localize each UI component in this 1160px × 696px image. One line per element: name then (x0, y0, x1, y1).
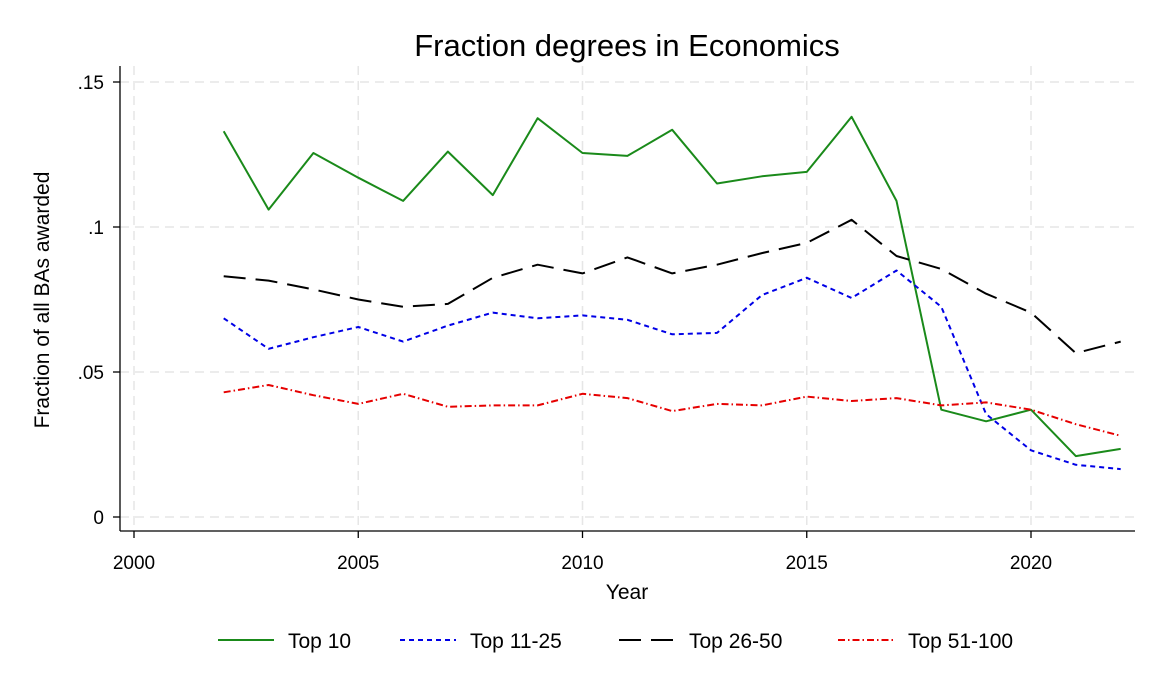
series-line-4 (223, 384, 1121, 437)
y-tick-label: 0 (93, 508, 104, 529)
y-tick-label: .15 (78, 73, 104, 94)
x-axis-title: Year (606, 581, 648, 604)
y-tick-label: .1 (88, 218, 104, 239)
x-tick-label: 2000 (113, 553, 155, 574)
x-tick-label: 2005 (337, 553, 379, 574)
y-tick-label: .05 (78, 363, 104, 384)
legend: Top 10 Top 11-25 Top 26-50 Top 51-100 (218, 630, 1013, 653)
legend-label-3: Top 26-50 (689, 630, 782, 653)
grid-lines (120, 66, 1135, 531)
series-line-3 (223, 218, 1121, 355)
series-lines (222, 115, 1121, 471)
series-line-2 (223, 269, 1121, 471)
y-axis-title: Fraction of all BAs awarded (31, 172, 54, 429)
legend-label-1: Top 10 (288, 630, 351, 653)
legend-label-4: Top 51-100 (908, 630, 1013, 653)
x-tick-label: 2015 (786, 553, 828, 574)
x-tick-label: 2010 (561, 553, 603, 574)
series-line-1 (222, 115, 1121, 458)
x-tick-label: 2020 (1010, 553, 1052, 574)
axes: 2000 2005 2010 2015 2020 0 .05 .1 .15 (78, 66, 1135, 574)
chart-title: Fraction degrees in Economics (414, 28, 840, 63)
legend-label-2: Top 11-25 (470, 630, 562, 653)
